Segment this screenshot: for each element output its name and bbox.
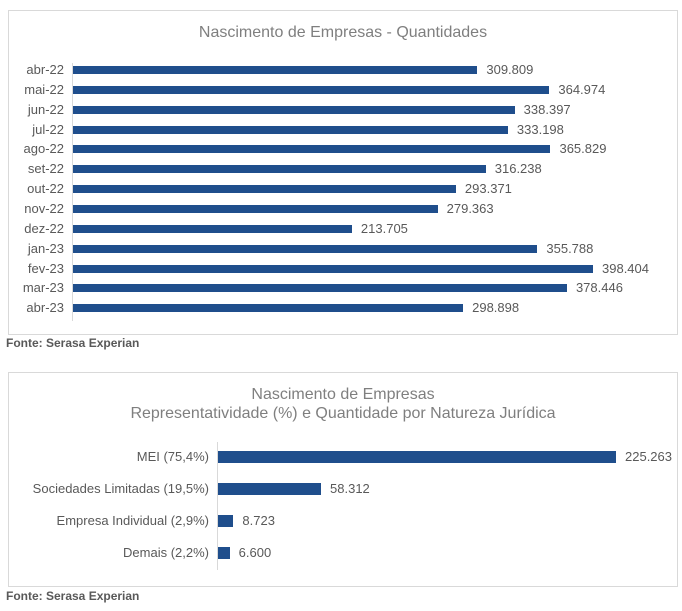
category-label: jul-22 (32, 121, 64, 137)
data-label: 378.446 (575, 280, 623, 296)
bar (218, 483, 322, 495)
category-label: Empresa Individual (2,9%) (56, 513, 209, 528)
bar (73, 85, 550, 94)
data-label: 213.705 (360, 220, 408, 236)
bar (218, 451, 616, 463)
bar (73, 244, 538, 253)
data-label: 316.238 (494, 161, 542, 177)
bar (73, 304, 464, 313)
bar (73, 125, 508, 134)
bar (73, 185, 456, 194)
data-label: 309.809 (486, 62, 534, 77)
data-label: 364.974 (558, 81, 606, 97)
data-label: 279.363 (446, 200, 494, 216)
category-label: Sociedades Limitadas (19,5%) (32, 481, 209, 496)
bar (218, 547, 230, 559)
data-label: 338.397 (523, 101, 571, 117)
bar (218, 515, 234, 527)
category-label: nov-22 (24, 200, 64, 216)
data-label: 398.404 (602, 260, 649, 276)
data-label: 355.788 (546, 240, 594, 256)
category-label: out-22 (27, 181, 64, 197)
data-label: 8.723 (242, 513, 275, 528)
bar (73, 204, 438, 213)
category-label: ago-22 (23, 141, 64, 157)
category-label: jun-22 (27, 101, 64, 117)
bar (73, 66, 478, 74)
category-label: mai-22 (24, 81, 64, 97)
source-note: Fonte: Serasa Experian (6, 336, 140, 350)
category-label: fev-23 (27, 260, 64, 276)
category-label: jan-23 (27, 240, 64, 256)
source-note: Fonte: Serasa Experian (6, 589, 140, 603)
y-axis-line (217, 442, 218, 570)
chart-subtitle: Representatividade (%) e Quantidade por … (130, 405, 556, 422)
data-label: 225.263 (625, 449, 672, 464)
bar (73, 105, 515, 114)
category-label: dez-22 (24, 220, 64, 236)
monthly-births-chart: Nascimento de Empresas - Quantidades abr… (8, 10, 678, 335)
category-label: abr-23 (26, 300, 64, 316)
category-label: set-22 (27, 161, 64, 177)
category-label: MEI (75,4%) (136, 449, 209, 464)
y-axis-line (72, 63, 73, 321)
bar (73, 264, 593, 273)
legal-nature-chart: Nascimento de Empresas Representatividad… (8, 372, 678, 587)
chart-title: Nascimento de Empresas - Quantidades (198, 24, 488, 41)
data-label: 6.600 (238, 545, 272, 560)
data-label: 365.829 (559, 141, 607, 157)
data-label: 293.371 (464, 181, 512, 197)
bar (73, 284, 567, 293)
data-label: 58.312 (330, 481, 370, 496)
category-label: abr-22 (26, 62, 64, 77)
bar (73, 224, 352, 233)
category-label: Demais (2,2%) (123, 545, 209, 560)
bar (73, 145, 551, 154)
category-label: mar-23 (22, 280, 64, 296)
data-label: 333.198 (516, 121, 564, 137)
bar (73, 165, 486, 174)
data-label: 298.898 (472, 300, 520, 316)
chart-title: Nascimento de Empresas (251, 386, 435, 403)
